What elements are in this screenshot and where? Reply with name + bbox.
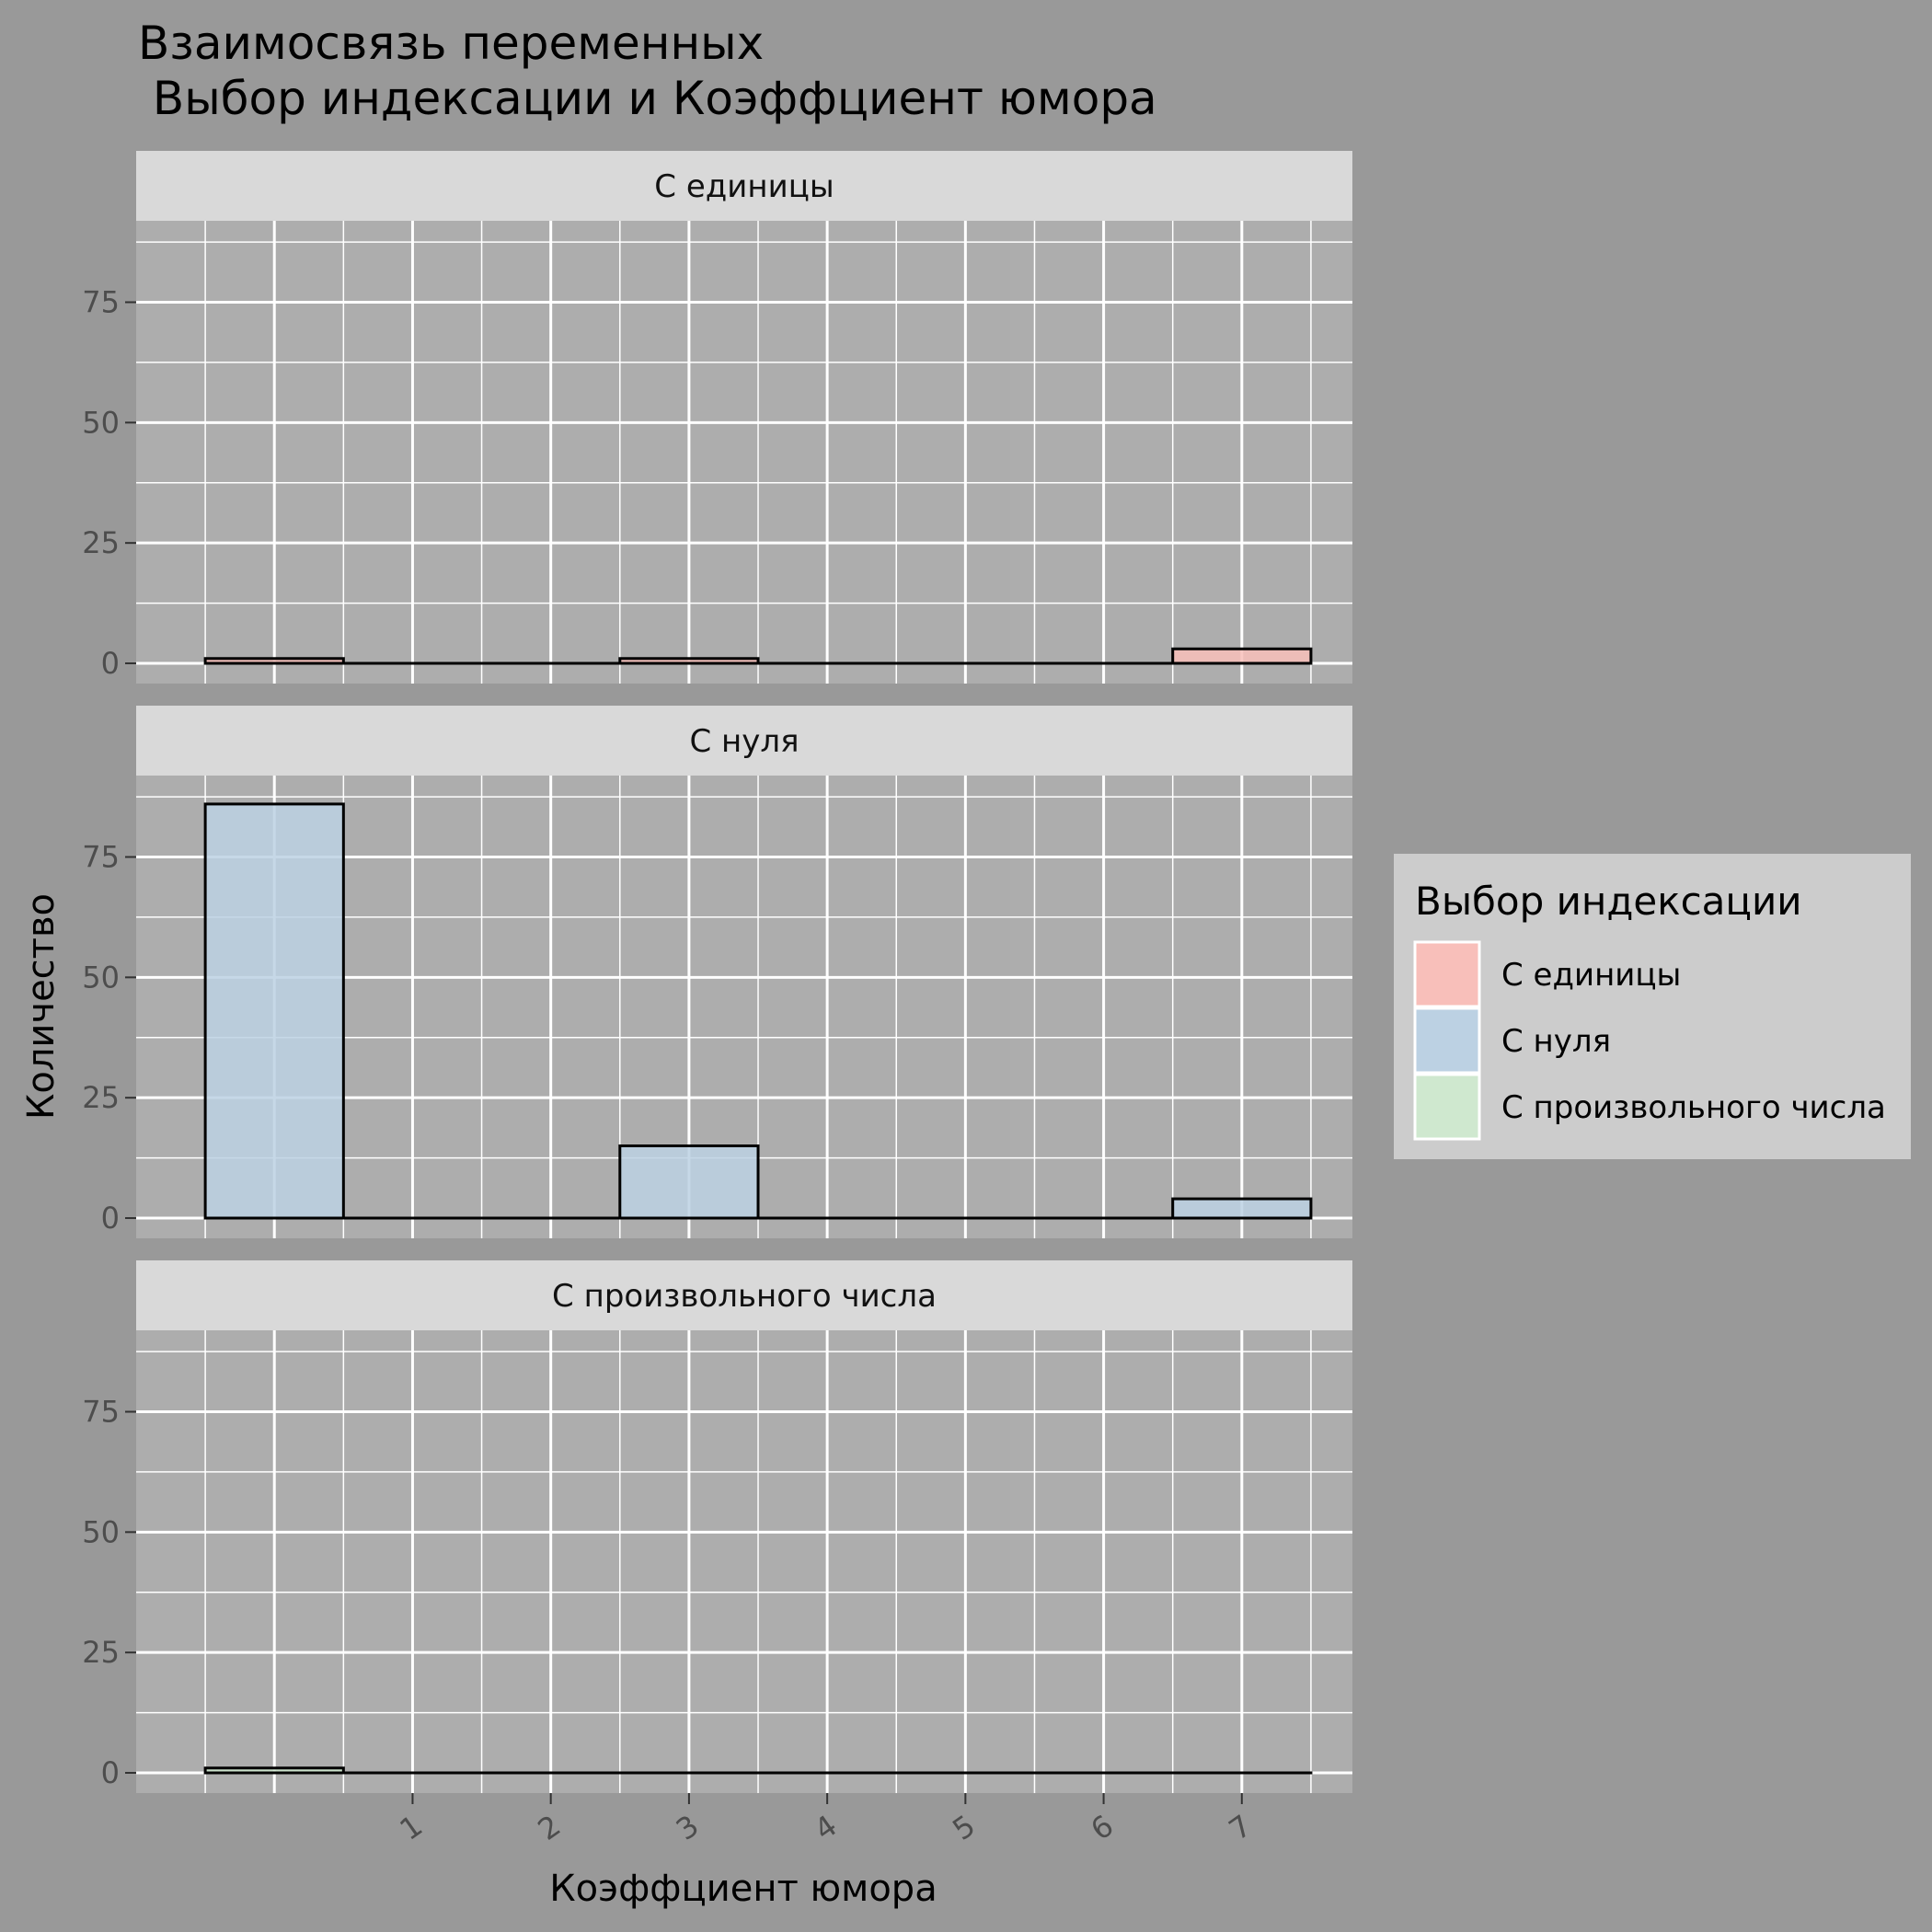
y-tick-label: 50: [82, 405, 120, 440]
x-tick-label: 3: [670, 1808, 705, 1847]
x-tick-label: 2: [532, 1808, 567, 1847]
bar: [1171, 647, 1313, 665]
y-tick-label: 75: [82, 285, 120, 320]
y-tick-label: 50: [82, 1514, 120, 1549]
y-tick-label: 0: [101, 646, 120, 681]
x-tick-label: 7: [1223, 1808, 1258, 1847]
legend-label: С произвольного числа: [1501, 1089, 1886, 1126]
facet-panel-background: [136, 221, 1352, 684]
y-tick-label: 25: [82, 525, 120, 560]
facet-strip: [136, 1260, 1352, 1330]
y-tick-label: 75: [82, 1395, 120, 1430]
y-tick-label: 50: [82, 960, 120, 995]
legend-key: [1413, 1073, 1481, 1141]
x-tick-label: 1: [393, 1808, 428, 1847]
bar: [618, 657, 760, 665]
legend: Выбор индексации С единицы С нуля С произв…: [1394, 854, 1911, 1159]
facet-3: С произвольного числа 0 25 50 75: [82, 1260, 1352, 1793]
bar: [1171, 1197, 1313, 1220]
legend-title: Выбор индексации: [1415, 879, 1802, 924]
x-tick-label: 5: [946, 1808, 981, 1847]
bar: [203, 1766, 345, 1775]
bar: [618, 1144, 760, 1220]
x-axis-title: Коэффциент юмора: [549, 1868, 937, 1910]
x-axis: 1 2 3 4 5 6 7: [393, 1793, 1258, 1847]
facet-1: С единицы 0 25 50 75: [82, 151, 1352, 684]
legend-label: С нуля: [1501, 1023, 1611, 1060]
facet-strip: [136, 151, 1352, 221]
legend-key: [1413, 940, 1481, 1008]
legend-label: С единицы: [1501, 957, 1681, 994]
facet-2: С нуля 0 25 50 75: [82, 706, 1352, 1238]
chart-title-line-1: Взаимосвязь переменных: [138, 17, 764, 70]
y-tick-label: 25: [82, 1080, 120, 1115]
y-tick-label: 0: [101, 1755, 120, 1790]
x-tick-label: 4: [808, 1808, 843, 1847]
facet-panel-background: [136, 1330, 1352, 1793]
y-tick-label: 75: [82, 840, 120, 875]
facet-strip-label: С произвольного числа: [552, 1278, 937, 1315]
chart-title-line-2: Выбор индексации и Коэффциент юмора: [138, 72, 1157, 125]
facet-strip-label: С нуля: [689, 723, 799, 760]
bar: [203, 802, 345, 1220]
x-tick-label: 6: [1085, 1808, 1120, 1847]
bar: [203, 657, 345, 665]
facet-strip-label: С единицы: [654, 168, 834, 205]
y-tick-label: 0: [101, 1201, 120, 1236]
legend-key: [1413, 1006, 1481, 1075]
y-axis-title: Количество: [20, 893, 63, 1120]
facet-strip: [136, 706, 1352, 776]
y-tick-label: 25: [82, 1635, 120, 1670]
